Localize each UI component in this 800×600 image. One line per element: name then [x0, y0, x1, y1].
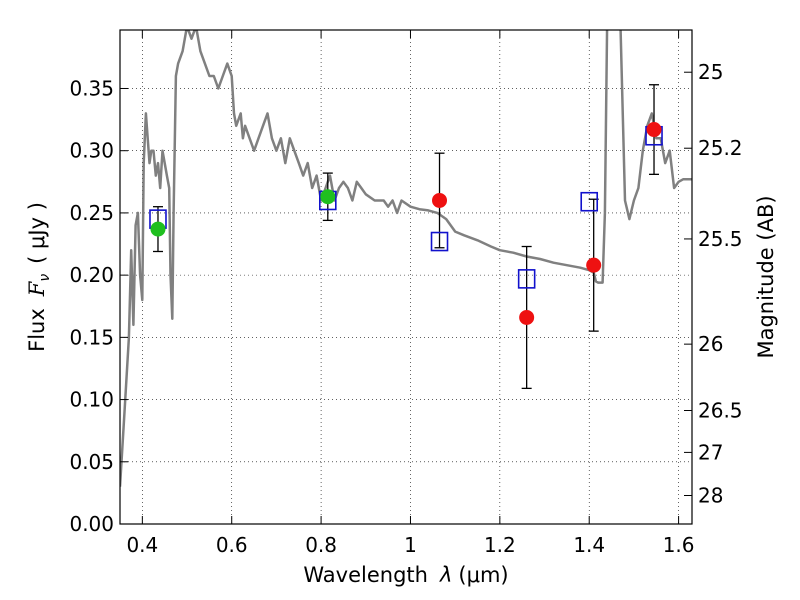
green-data-point — [150, 221, 166, 237]
markers-layer — [149, 122, 663, 325]
model-spectrum-layer — [120, 30, 692, 487]
y-tick-label: 0.20 — [69, 263, 114, 287]
y-axis-label-symbol: F — [25, 280, 49, 297]
x-tick-label: 1 — [404, 533, 417, 557]
y-tick-label: 0.35 — [69, 76, 114, 100]
x-axis-label-text: Wavelength — [303, 563, 428, 587]
x-tick-label: 0.6 — [216, 533, 248, 557]
model-box-marker — [580, 191, 599, 212]
y2-tick-label: 28 — [698, 483, 723, 507]
y2-tick-label: 25.2 — [698, 136, 743, 160]
red-data-point — [646, 122, 662, 138]
y2-tick-label: 26.5 — [698, 399, 743, 423]
x-tick-label: 0.8 — [305, 533, 337, 557]
model-box-marker — [517, 269, 536, 289]
y2-axis-label: Magnitude (AB) — [754, 195, 778, 358]
y-tick-label: 0.30 — [69, 139, 114, 163]
y2-tick-label: 25 — [698, 60, 723, 84]
y2-tick-label: 26 — [698, 332, 723, 356]
y-tick-label: 0.10 — [69, 388, 114, 412]
green-data-point — [320, 189, 336, 205]
x-axis-label: Wavelength λ (μm) — [303, 563, 508, 587]
x-tick-label: 1.6 — [663, 533, 695, 557]
x-tick-label: 0.4 — [126, 533, 158, 557]
red-data-point — [432, 192, 448, 208]
y-tick-label: 0.15 — [69, 325, 114, 349]
x-tick-label: 1.2 — [484, 533, 516, 557]
y-axis-label-symbol-sub: ν — [37, 274, 53, 282]
y-tick-label: 0.00 — [69, 512, 114, 536]
red-data-point — [586, 257, 602, 273]
x-axis-label-symbol: λ — [439, 563, 452, 587]
axes-layer: 0.4 0.6 0.8 1 1.2 1.4 1.6 0.00 0.05 0.10 0.15 0.20 0… — [69, 30, 743, 557]
x-tick-label: 1.4 — [573, 533, 605, 557]
model-spectrum-line — [120, 30, 692, 487]
error-bars-layer — [152, 84, 660, 390]
y2-tick-label: 25.5 — [698, 227, 743, 251]
red-data-point — [519, 309, 535, 325]
y-tick-label: 0.05 — [69, 450, 114, 474]
plot-frame — [119, 29, 693, 525]
y2-tick-label: 27 — [698, 440, 723, 464]
y-axis-label-text: Flux — [25, 308, 49, 352]
model-box-marker — [430, 231, 449, 252]
y-axis-label-unit: ( μJy ) — [25, 202, 49, 264]
x-axis-label-unit: (μm) — [458, 563, 508, 587]
y-tick-label: 0.25 — [69, 201, 114, 225]
y-axis-label: Flux Fν ( μJy ) — [25, 202, 53, 352]
